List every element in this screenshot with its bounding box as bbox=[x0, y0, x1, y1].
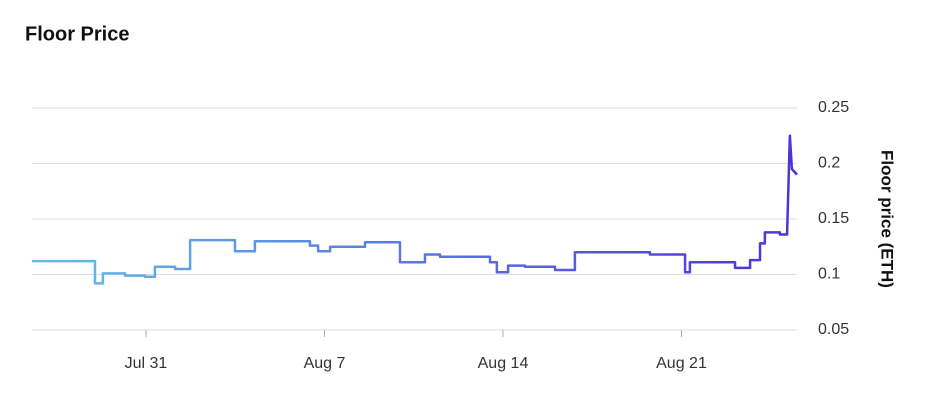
y-tick-label: 0.2 bbox=[818, 155, 840, 172]
x-tick-label: Jul 31 bbox=[125, 355, 168, 372]
x-tick-label: Aug 14 bbox=[478, 355, 529, 372]
x-tick-label: Aug 7 bbox=[304, 355, 346, 372]
y-tick-label: 0.15 bbox=[818, 210, 849, 227]
y-axis-title: Floor price (ETH) bbox=[878, 150, 897, 288]
price-line bbox=[32, 134, 798, 285]
chart-title: Floor Price bbox=[25, 23, 129, 45]
y-tick-label: 0.05 bbox=[818, 321, 849, 338]
y-tick-label: 0.25 bbox=[818, 99, 849, 116]
x-tick-label: Aug 21 bbox=[656, 355, 707, 372]
y-tick-label: 0.1 bbox=[818, 266, 840, 283]
